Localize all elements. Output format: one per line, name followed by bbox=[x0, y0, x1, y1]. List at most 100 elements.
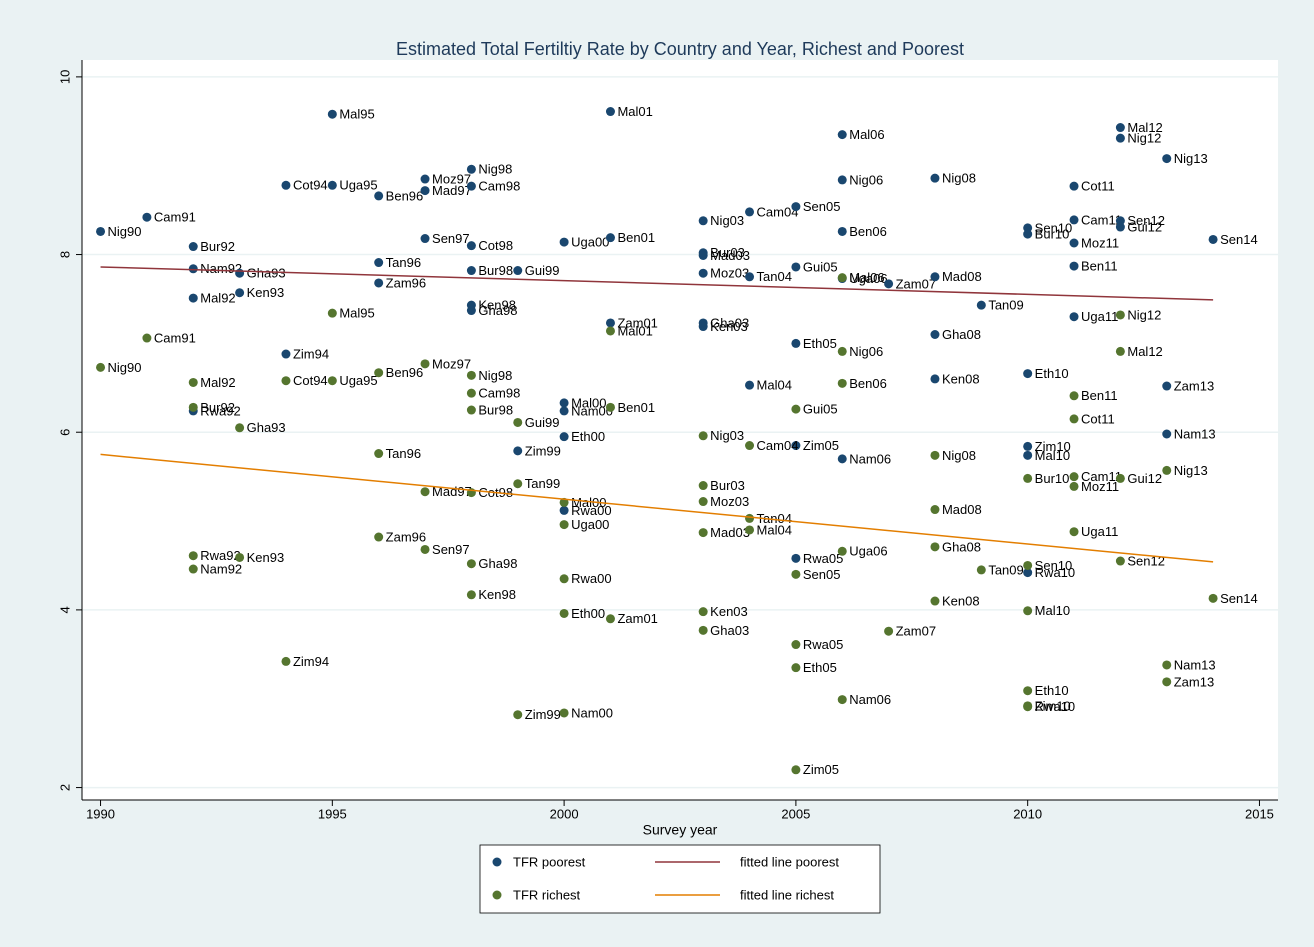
point-label: Ben06 bbox=[849, 376, 887, 391]
point-label: Nig08 bbox=[942, 448, 976, 463]
point bbox=[1115, 473, 1125, 483]
plot-area bbox=[82, 60, 1278, 800]
point-label: Cot94 bbox=[293, 178, 328, 193]
point bbox=[1069, 414, 1079, 424]
point bbox=[188, 293, 198, 303]
point-label: Moz97 bbox=[432, 356, 471, 371]
point-label: Nig03 bbox=[710, 213, 744, 228]
point-label: Gui05 bbox=[803, 402, 838, 417]
point-label: Ben06 bbox=[849, 224, 887, 239]
point-label: Nig90 bbox=[108, 224, 142, 239]
point bbox=[466, 590, 476, 600]
point bbox=[559, 608, 569, 618]
point-label: Sen14 bbox=[1220, 232, 1258, 247]
point bbox=[1023, 560, 1033, 570]
point bbox=[1023, 441, 1033, 451]
point-label: Mal10 bbox=[1035, 603, 1070, 618]
y-tick-label: 2 bbox=[57, 784, 72, 791]
point bbox=[698, 607, 708, 617]
point-label: Zam07 bbox=[896, 624, 936, 639]
point-label: Ken08 bbox=[942, 371, 980, 386]
point bbox=[837, 175, 847, 185]
point bbox=[698, 322, 708, 332]
point bbox=[698, 625, 708, 635]
point bbox=[1023, 450, 1033, 460]
point-label: Sen10 bbox=[1035, 558, 1073, 573]
point bbox=[1023, 568, 1033, 578]
point bbox=[188, 264, 198, 274]
point-label: Ben01 bbox=[617, 230, 655, 245]
fitted-line bbox=[100, 453, 1214, 563]
point-label: Sen10 bbox=[1035, 220, 1073, 235]
point-label: Nig12 bbox=[1127, 307, 1161, 322]
point-label: Ben96 bbox=[386, 188, 424, 203]
point-label: Mal12 bbox=[1127, 120, 1162, 135]
point bbox=[745, 207, 755, 217]
point-label: Zam07 bbox=[896, 276, 936, 291]
point bbox=[930, 330, 940, 340]
point-label: Sen14 bbox=[1220, 591, 1258, 606]
point-label: Bur98 bbox=[478, 263, 513, 278]
point bbox=[745, 272, 755, 282]
point bbox=[698, 528, 708, 538]
point bbox=[1115, 133, 1125, 143]
point-label: Sen05 bbox=[803, 199, 841, 214]
point-label: Rwa00 bbox=[571, 503, 611, 518]
point-label: Mal10 bbox=[1035, 448, 1070, 463]
point bbox=[142, 212, 152, 222]
point bbox=[1069, 238, 1079, 248]
point-label: Moz03 bbox=[710, 266, 749, 281]
point bbox=[1162, 154, 1172, 164]
point bbox=[930, 272, 940, 282]
point-label: Eth10 bbox=[1035, 683, 1069, 698]
point bbox=[327, 376, 337, 386]
point bbox=[374, 278, 384, 288]
point bbox=[188, 242, 198, 252]
point-label: Cot98 bbox=[478, 238, 513, 253]
point bbox=[1069, 481, 1079, 491]
point-label: Zam96 bbox=[386, 529, 426, 544]
point bbox=[745, 513, 755, 523]
point bbox=[327, 109, 337, 119]
point bbox=[559, 505, 569, 515]
point-label: Mal92 bbox=[200, 375, 235, 390]
point bbox=[791, 404, 801, 414]
point bbox=[374, 368, 384, 378]
point bbox=[559, 432, 569, 442]
point-label: Mad08 bbox=[942, 269, 982, 284]
point bbox=[1162, 429, 1172, 439]
point-label: Ken98 bbox=[478, 587, 516, 602]
point bbox=[466, 388, 476, 398]
point-label: Gui12 bbox=[1127, 471, 1162, 486]
point-label: Nig90 bbox=[108, 360, 142, 375]
point bbox=[745, 441, 755, 451]
point-label: Zim05 bbox=[803, 762, 839, 777]
point bbox=[513, 417, 523, 427]
point bbox=[281, 349, 291, 359]
point-label: Bur10 bbox=[1035, 471, 1070, 486]
point bbox=[513, 446, 523, 456]
point bbox=[1162, 381, 1172, 391]
point bbox=[1208, 234, 1218, 244]
point bbox=[1069, 391, 1079, 401]
point bbox=[605, 318, 615, 328]
point bbox=[1023, 229, 1033, 239]
point bbox=[513, 479, 523, 489]
point bbox=[605, 233, 615, 243]
legend-label: TFR poorest bbox=[513, 854, 586, 869]
point bbox=[698, 216, 708, 226]
point-label: Zim10 bbox=[1035, 439, 1071, 454]
point-label: Bur03 bbox=[710, 478, 745, 493]
point bbox=[930, 596, 940, 606]
point bbox=[1115, 216, 1125, 226]
point bbox=[837, 378, 847, 388]
point bbox=[745, 380, 755, 390]
point bbox=[1023, 686, 1033, 696]
point-label: Uga95 bbox=[339, 373, 377, 388]
x-tick-label: 2005 bbox=[781, 806, 810, 821]
point-label: Mal12 bbox=[1127, 344, 1162, 359]
point bbox=[327, 180, 337, 190]
point bbox=[1208, 593, 1218, 603]
point bbox=[1115, 556, 1125, 566]
